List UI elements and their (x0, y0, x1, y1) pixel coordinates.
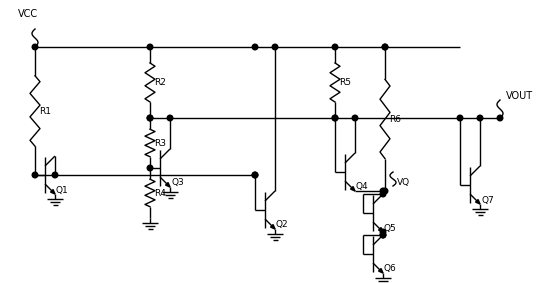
Text: Q2: Q2 (276, 220, 288, 230)
Polygon shape (378, 228, 383, 232)
Circle shape (380, 232, 386, 238)
Polygon shape (166, 183, 170, 187)
Text: VOUT: VOUT (506, 91, 533, 101)
Text: R4: R4 (154, 188, 166, 198)
Circle shape (380, 188, 386, 194)
Circle shape (32, 44, 38, 50)
Circle shape (147, 44, 153, 50)
Text: Q6: Q6 (384, 265, 397, 273)
Circle shape (380, 232, 386, 238)
Circle shape (380, 229, 386, 235)
Text: R2: R2 (154, 78, 166, 87)
Polygon shape (51, 190, 55, 194)
Text: Q3: Q3 (171, 179, 184, 188)
Circle shape (382, 188, 388, 194)
Circle shape (477, 115, 483, 121)
Circle shape (52, 172, 58, 178)
Polygon shape (271, 224, 275, 229)
Circle shape (382, 44, 388, 50)
Text: Q4: Q4 (356, 183, 369, 192)
Circle shape (332, 115, 338, 121)
Polygon shape (475, 200, 480, 204)
Polygon shape (350, 186, 355, 191)
Circle shape (272, 44, 278, 50)
Circle shape (332, 44, 338, 50)
Text: VCC: VCC (18, 9, 38, 19)
Text: R1: R1 (39, 106, 51, 115)
Text: R5: R5 (339, 78, 351, 87)
Text: R3: R3 (154, 138, 166, 147)
Circle shape (352, 115, 358, 121)
Circle shape (147, 115, 153, 121)
Text: Q5: Q5 (384, 224, 397, 233)
Circle shape (457, 115, 463, 121)
Circle shape (497, 115, 503, 121)
Circle shape (32, 172, 38, 178)
Text: Q7: Q7 (481, 196, 494, 205)
Circle shape (147, 115, 153, 121)
Circle shape (382, 44, 388, 50)
Text: VQ: VQ (397, 179, 410, 188)
Circle shape (252, 44, 258, 50)
Text: Q1: Q1 (56, 185, 69, 194)
Circle shape (252, 172, 258, 178)
Text: R6: R6 (389, 115, 401, 123)
Circle shape (380, 191, 386, 197)
Circle shape (147, 165, 153, 171)
Circle shape (332, 115, 338, 121)
Circle shape (252, 172, 258, 178)
Circle shape (167, 115, 173, 121)
Polygon shape (378, 269, 383, 273)
